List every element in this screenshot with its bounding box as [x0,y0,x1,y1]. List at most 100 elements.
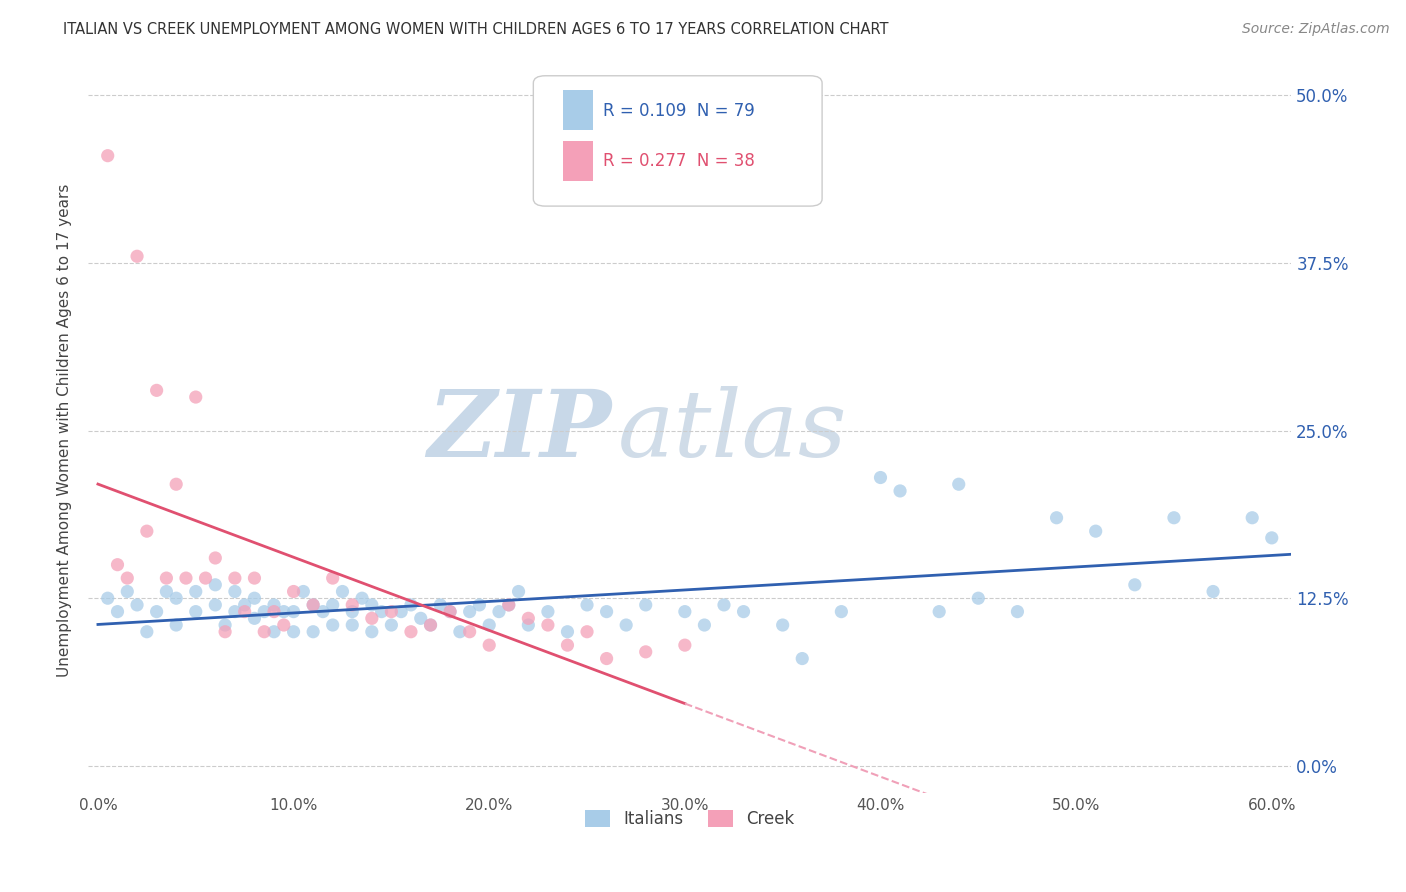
Point [107,605,129,619]
Legend: Italians, Creek: Italians, Creek [578,804,801,835]
Point [576,624,599,639]
Point [184,584,207,599]
Point [360,611,382,625]
Point [283,584,305,599]
Point [243,571,266,585]
Point [1261,531,1284,545]
Point [498,598,520,612]
Point [145,384,167,398]
Point [253,624,276,639]
Point [135,524,157,538]
Point [165,618,187,632]
Point [614,618,637,632]
Point [224,605,246,619]
Point [322,571,344,585]
Point [967,591,990,606]
Point [449,624,471,639]
Point [595,651,617,665]
FancyBboxPatch shape [533,76,823,206]
Point [508,584,530,599]
Point [1084,524,1107,538]
Point [772,618,794,632]
Point [693,618,716,632]
Point [1202,584,1225,599]
Point [557,638,579,652]
Point [380,605,402,619]
Y-axis label: Unemployment Among Women with Children Ages 6 to 17 years: Unemployment Among Women with Children A… [58,184,72,677]
Point [517,618,540,632]
Point [214,624,236,639]
Point [97,149,120,163]
Point [1123,578,1146,592]
Point [419,618,441,632]
Point [263,605,285,619]
Point [204,598,226,612]
Point [869,470,891,484]
Point [948,477,970,491]
Point [1241,510,1264,524]
Point [107,558,129,572]
Text: Source: ZipAtlas.com: Source: ZipAtlas.com [1241,22,1389,37]
Point [332,584,354,599]
Point [1163,510,1185,524]
Text: ZIP: ZIP [427,385,612,475]
Point [302,598,325,612]
Point [145,605,167,619]
Point [117,584,139,599]
Point [224,571,246,585]
Point [243,591,266,606]
Point [458,624,481,639]
Point [135,624,157,639]
Point [194,571,217,585]
Point [97,591,120,606]
Point [557,624,579,639]
Point [399,624,422,639]
Point [263,598,285,612]
Point [214,618,236,632]
Point [302,624,325,639]
Text: R = 0.109  N = 79: R = 0.109 N = 79 [603,102,755,120]
Point [165,591,187,606]
Point [478,618,501,632]
Point [292,584,315,599]
Point [125,598,148,612]
Text: R = 0.277  N = 38: R = 0.277 N = 38 [603,153,755,170]
Point [155,571,177,585]
Text: atlas: atlas [617,385,846,475]
Point [233,605,256,619]
Point [928,605,950,619]
Point [733,605,755,619]
Point [342,618,364,632]
Point [342,598,364,612]
Point [478,638,501,652]
Point [360,598,382,612]
Point [312,605,335,619]
Point [1045,510,1067,524]
Point [233,598,256,612]
Point [429,598,451,612]
Point [283,624,305,639]
Point [792,651,814,665]
Point [302,598,325,612]
Point [673,605,696,619]
Point [342,605,364,619]
Point [322,618,344,632]
Point [634,598,657,612]
Point [204,578,226,592]
Point [409,611,432,625]
Point [184,390,207,404]
Point [889,483,911,498]
Bar [564,90,593,130]
Point [273,605,295,619]
Point [155,584,177,599]
Point [117,571,139,585]
Point [360,624,382,639]
Point [830,605,852,619]
Point [399,598,422,612]
Point [263,624,285,639]
Point [243,611,266,625]
Point [419,618,441,632]
Point [174,571,197,585]
Point [224,584,246,599]
Point [125,249,148,263]
